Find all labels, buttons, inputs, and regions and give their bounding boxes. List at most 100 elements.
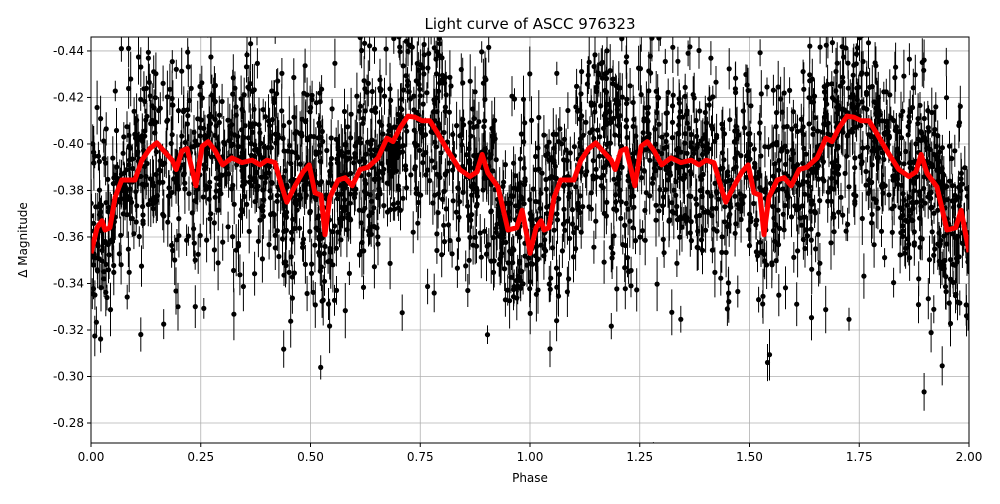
data-point — [670, 44, 676, 50]
data-point — [493, 229, 499, 235]
y-tick-label: -0.36 — [53, 230, 84, 244]
data-point — [888, 115, 894, 121]
data-point — [367, 147, 373, 153]
data-point — [847, 129, 853, 135]
data-point — [99, 258, 105, 264]
data-point — [118, 262, 124, 268]
data-point — [569, 207, 576, 213]
data-point — [366, 213, 372, 219]
data-point — [106, 252, 112, 258]
data-point — [708, 193, 714, 199]
data-point — [722, 179, 729, 185]
data-point — [840, 79, 846, 85]
data-point — [335, 152, 342, 158]
data-point — [841, 54, 847, 60]
data-point — [195, 251, 201, 257]
data-point — [118, 46, 124, 52]
data-point — [674, 260, 680, 266]
data-point — [840, 212, 846, 218]
data-point — [466, 257, 472, 263]
data-point — [629, 193, 635, 199]
data-point — [686, 125, 692, 131]
data-point — [399, 310, 405, 316]
data-point — [360, 120, 366, 126]
data-point — [369, 137, 375, 143]
data-point — [288, 229, 295, 235]
data-point — [739, 196, 745, 202]
data-point — [435, 210, 441, 216]
data-point — [571, 229, 577, 236]
data-point — [736, 132, 742, 138]
data-point — [403, 167, 409, 173]
data-point — [616, 133, 622, 139]
data-point — [642, 237, 648, 243]
data-point — [288, 318, 294, 324]
data-point — [377, 191, 383, 197]
data-point — [442, 108, 448, 114]
data-point — [752, 160, 758, 166]
data-point — [182, 139, 188, 146]
x-tick-label: 0.00 — [78, 450, 105, 464]
data-point — [124, 212, 130, 218]
data-point — [316, 120, 322, 126]
data-point — [829, 95, 836, 101]
data-point — [921, 134, 927, 140]
data-point — [684, 120, 691, 126]
data-point — [958, 176, 964, 182]
data-point — [564, 158, 570, 164]
data-point — [91, 262, 97, 268]
data-point — [494, 221, 500, 227]
data-point — [138, 331, 144, 338]
data-point — [762, 189, 768, 195]
data-point — [590, 127, 596, 133]
data-point — [161, 321, 167, 327]
data-point — [831, 214, 837, 220]
data-point — [467, 234, 473, 241]
data-point — [693, 213, 700, 220]
data-point — [429, 158, 435, 164]
data-point — [527, 286, 533, 292]
data-point — [727, 203, 733, 209]
data-point — [258, 174, 264, 180]
data-point — [889, 229, 895, 235]
data-point — [120, 150, 126, 156]
data-point — [348, 217, 354, 223]
data-point — [182, 186, 188, 192]
data-point — [808, 226, 814, 232]
data-point — [319, 298, 325, 304]
data-point — [233, 247, 239, 253]
data-point — [699, 247, 706, 253]
data-point — [726, 299, 732, 305]
data-point — [282, 168, 288, 174]
data-point — [180, 162, 186, 168]
data-point — [153, 149, 159, 155]
data-point — [873, 199, 879, 205]
data-point — [733, 75, 739, 81]
data-point — [891, 280, 897, 286]
data-point — [348, 111, 354, 117]
data-point — [846, 316, 852, 322]
data-point — [416, 81, 422, 87]
data-point — [286, 119, 292, 125]
data-point — [426, 50, 432, 57]
data-point — [656, 121, 662, 127]
data-point — [404, 82, 411, 88]
data-point — [285, 148, 291, 154]
data-point — [921, 389, 927, 395]
data-point — [903, 148, 909, 155]
data-point — [815, 163, 822, 169]
data-point — [688, 140, 694, 146]
data-point — [227, 123, 233, 129]
data-point — [946, 143, 953, 149]
data-point — [653, 202, 659, 208]
data-point — [249, 183, 255, 189]
data-point — [931, 210, 937, 216]
data-point — [693, 117, 699, 124]
data-point — [331, 297, 338, 303]
data-point — [804, 233, 811, 239]
data-point — [466, 213, 472, 219]
data-point — [676, 131, 682, 137]
data-point — [663, 138, 669, 145]
data-point — [458, 132, 464, 138]
data-point — [290, 216, 296, 222]
